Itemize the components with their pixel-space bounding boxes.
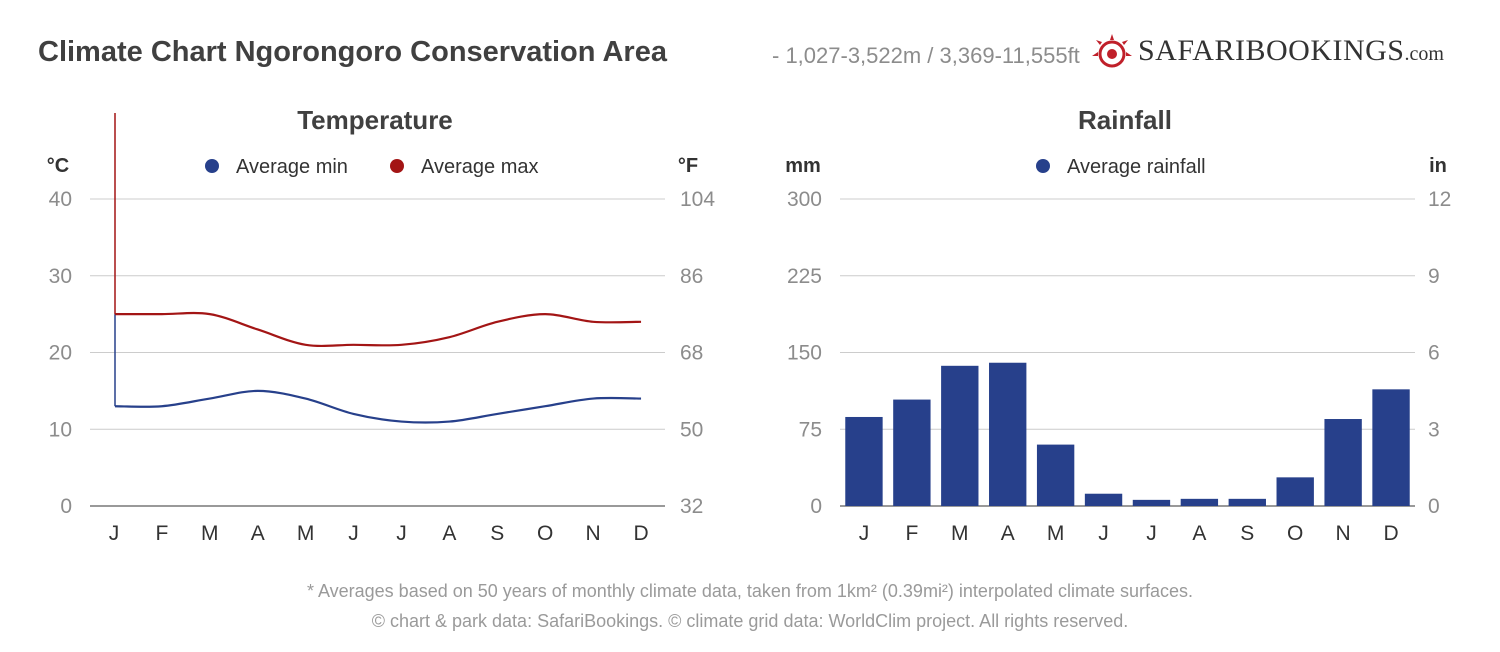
rainfall-bar <box>1180 498 1219 506</box>
x-tick-label: J <box>1098 522 1109 545</box>
y-tick-right: 32 <box>680 495 703 518</box>
x-tick-label: A <box>442 522 456 545</box>
rainfall-bar <box>1372 389 1410 506</box>
x-tick-label: A <box>1192 522 1206 545</box>
rainfall-bar <box>1324 419 1362 506</box>
y-tick-left: 0 <box>810 495 822 518</box>
x-tick-label: O <box>537 522 553 545</box>
chart-title: Rainfall <box>1078 105 1172 135</box>
y-tick-right: 0 <box>1428 495 1440 518</box>
x-tick-label: O <box>1287 522 1303 545</box>
x-tick-label: M <box>201 522 219 545</box>
x-tick-label: F <box>905 522 918 545</box>
legend-marker <box>205 159 219 173</box>
x-tick-label: N <box>1336 522 1351 545</box>
y-tick-right: 12 <box>1428 188 1451 211</box>
x-tick-label: F <box>155 522 168 545</box>
y-tick-left: 75 <box>799 418 822 441</box>
sun-swirl-icon <box>1092 34 1132 68</box>
x-tick-label: D <box>1383 522 1398 545</box>
rainfall-bar <box>941 365 979 506</box>
y-tick-right: 68 <box>680 342 703 365</box>
x-tick-label: J <box>109 522 120 545</box>
x-tick-label: A <box>251 522 265 545</box>
copyright: © chart & park data: SafariBookings. © c… <box>371 611 1129 631</box>
x-tick-label: A <box>1001 522 1015 545</box>
y-tick-left: 40 <box>49 188 72 211</box>
legend-label: Average min <box>236 156 348 178</box>
x-tick-label: J <box>1146 522 1157 545</box>
y-axis-right-unit: °F <box>678 155 698 177</box>
rainfall-bar <box>845 416 883 506</box>
x-tick-label: M <box>1047 522 1065 545</box>
x-tick-label: N <box>586 522 601 545</box>
x-tick-label: D <box>633 522 648 545</box>
logo-com: .com <box>1404 43 1444 65</box>
series-line-average-max <box>114 311 642 348</box>
page-title: Climate Chart Ngorongoro Conservation Ar… <box>38 36 667 68</box>
y-tick-right: 9 <box>1428 265 1440 288</box>
x-tick-label: S <box>490 522 504 545</box>
y-axis-right-unit: in <box>1429 155 1447 177</box>
legend-label: Average rainfall <box>1067 156 1206 178</box>
rainfall-bar <box>989 362 1027 506</box>
legend-marker <box>390 159 404 173</box>
y-tick-left: 0 <box>60 495 72 518</box>
rainfall-bar <box>1036 444 1075 506</box>
safaribookings-logo[interactable]: SAFARIBOOKINGS.com <box>1088 30 1468 74</box>
series-line-average-min <box>114 389 642 424</box>
x-tick-label: S <box>1240 522 1254 545</box>
rainfall-bar <box>1132 499 1171 506</box>
legend-marker <box>1036 159 1050 173</box>
footnote: * Averages based on 50 years of monthly … <box>306 581 1194 601</box>
y-tick-right: 86 <box>680 265 703 288</box>
rainfall-bar <box>893 399 931 506</box>
rainfall-bar <box>1084 493 1123 506</box>
rainfall-bar <box>1228 498 1266 506</box>
y-axis-left-unit: °C <box>47 155 69 177</box>
y-axis-left-unit: mm <box>785 155 821 177</box>
y-tick-right: 3 <box>1428 418 1440 441</box>
chart-title: Temperature <box>297 105 453 135</box>
x-tick-label: M <box>951 522 969 545</box>
y-tick-left: 30 <box>49 265 72 288</box>
x-tick-label: M <box>297 522 315 545</box>
y-tick-left: 225 <box>787 265 822 288</box>
x-tick-label: J <box>859 522 870 545</box>
y-tick-left: 20 <box>49 342 72 365</box>
logo-text: SAFARIBOOKINGS.com <box>1138 34 1444 68</box>
logo-bookings: BOOKINGS <box>1245 34 1405 67</box>
logo-safari: SAFARI <box>1138 34 1246 67</box>
y-tick-right: 104 <box>680 188 715 211</box>
page-subtitle: - 1,027-3,522m / 3,369-11,555ft <box>772 43 1080 68</box>
x-tick-label: J <box>396 522 407 545</box>
y-tick-left: 10 <box>49 418 72 441</box>
x-tick-label: J <box>348 522 359 545</box>
y-tick-left: 300 <box>787 188 822 211</box>
legend-label: Average max <box>421 156 538 178</box>
rainfall-bar <box>1276 477 1314 506</box>
y-tick-right: 50 <box>680 418 703 441</box>
y-tick-right: 6 <box>1428 342 1440 365</box>
y-tick-left: 150 <box>787 342 822 365</box>
header: Climate Chart Ngorongoro Conservation Ar… <box>0 0 1500 100</box>
